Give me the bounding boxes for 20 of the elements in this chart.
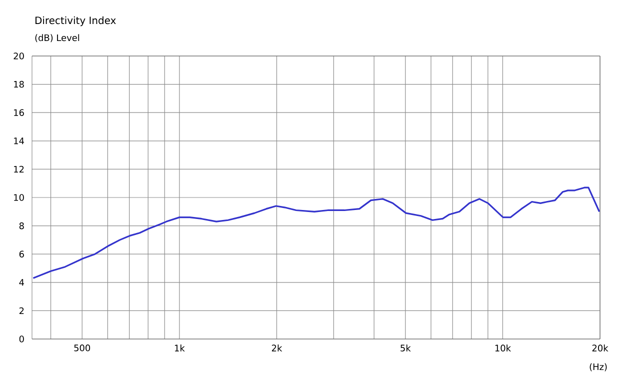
- x-tick-label: 2k: [272, 344, 282, 352]
- y-axis-title: (dB) Level: [35, 34, 80, 42]
- x-axis-title: (Hz): [590, 363, 607, 372]
- y-tick-label: 18: [14, 80, 24, 88]
- x-tick-label: 10k: [495, 344, 511, 352]
- y-tick-label: 4: [19, 279, 24, 286]
- y-tick-label: 6: [19, 250, 24, 258]
- chart-title: Directivity Index: [36, 16, 116, 26]
- x-tick-label: 500: [74, 344, 90, 352]
- y-tick-label: 20: [14, 52, 24, 60]
- x-tick-label: 5k: [400, 344, 411, 352]
- y-tick-label: 14: [14, 138, 24, 144]
- y-tick-label: 12: [14, 166, 24, 173]
- x-tick-label: 1k: [174, 344, 185, 352]
- y-tick-label: 10: [14, 194, 24, 201]
- y-tick-label: 2: [19, 307, 24, 314]
- x-tick-label: 20k: [592, 344, 608, 352]
- y-tick-label: 16: [14, 109, 24, 116]
- y-tick-label: 0: [19, 336, 24, 342]
- y-tick-label: 8: [19, 222, 24, 230]
